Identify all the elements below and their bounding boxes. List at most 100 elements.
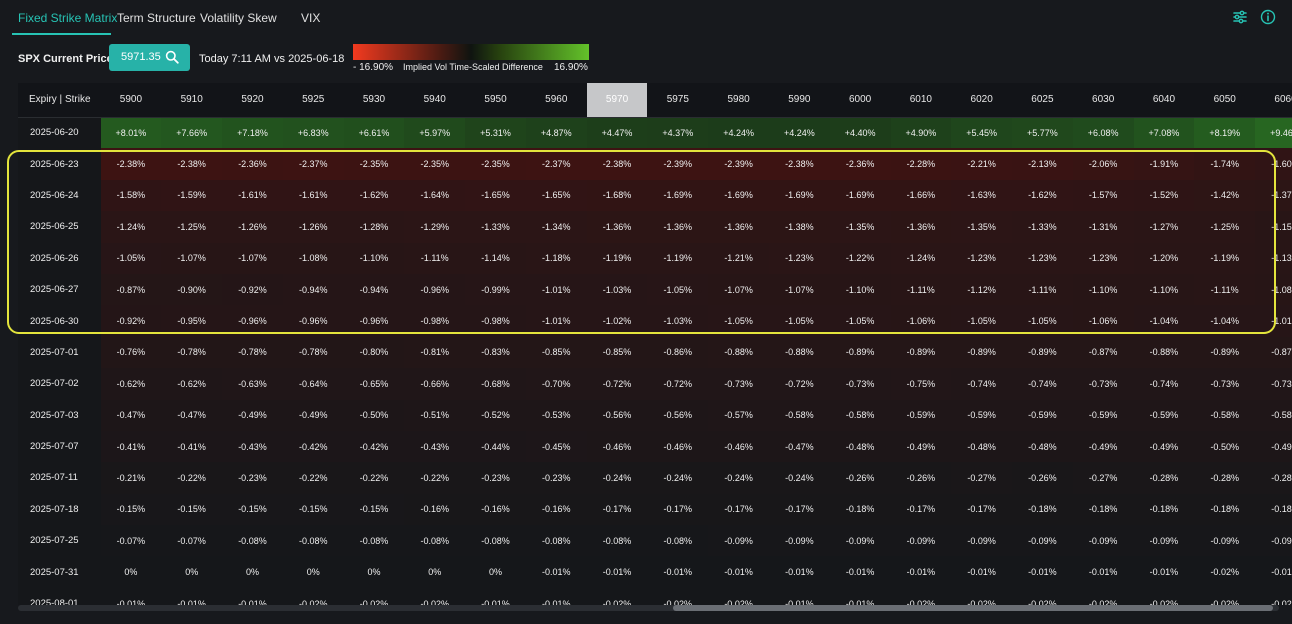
matrix-cell[interactable]: -1.07% xyxy=(222,242,283,274)
matrix-cell[interactable]: -1.10% xyxy=(1072,273,1134,306)
matrix-cell[interactable]: -0.46% xyxy=(586,430,648,463)
matrix-cell[interactable]: -0.15% xyxy=(222,493,283,526)
matrix-cell[interactable]: -0.02% xyxy=(1255,587,1292,605)
matrix-cell[interactable]: -0.27% xyxy=(1072,462,1134,494)
matrix-cell[interactable]: -2.35% xyxy=(465,148,526,180)
matrix-cell[interactable]: -0.89% xyxy=(1012,336,1073,369)
matrix-cell[interactable]: -0.24% xyxy=(647,462,709,494)
matrix-cell[interactable]: 0% xyxy=(161,556,223,588)
matrix-cell[interactable]: -0.01% xyxy=(1072,556,1134,588)
matrix-cell[interactable]: -1.01% xyxy=(525,273,587,306)
matrix-cell[interactable]: -1.64% xyxy=(404,179,466,212)
matrix-cell[interactable]: -0.01% xyxy=(647,556,709,588)
matrix-cell[interactable]: -1.08% xyxy=(282,242,344,274)
matrix-cell[interactable]: -0.72% xyxy=(647,368,709,400)
matrix-cell[interactable]: -0.18% xyxy=(1133,493,1195,526)
matrix-cell[interactable]: -0.02% xyxy=(343,587,405,605)
matrix-cell[interactable]: -1.23% xyxy=(1012,242,1073,274)
matrix-cell[interactable]: -0.53% xyxy=(525,399,587,431)
matrix-cell[interactable]: -0.15% xyxy=(343,493,405,526)
matrix-cell[interactable]: -1.14% xyxy=(465,242,526,274)
matrix-cell[interactable]: -2.13% xyxy=(1012,148,1073,180)
matrix-cell[interactable]: +5.97% xyxy=(404,117,466,149)
matrix-cell[interactable]: -0.08% xyxy=(465,525,526,557)
matrix-cell[interactable]: -1.69% xyxy=(829,179,891,212)
strike-header[interactable]: 6010 xyxy=(890,83,952,118)
matrix-cell[interactable]: -1.36% xyxy=(647,211,709,243)
matrix-cell[interactable]: +4.47% xyxy=(586,117,648,149)
matrix-table-container[interactable]: Expiry | Strike 5900 5910 5920 5925 5930 5940… xyxy=(18,83,1292,605)
matrix-cell[interactable]: 0% xyxy=(404,556,466,588)
matrix-cell[interactable]: -0.62% xyxy=(161,368,223,400)
matrix-cell[interactable]: -0.18% xyxy=(1072,493,1134,526)
strike-header[interactable]: 5940 xyxy=(404,83,466,118)
matrix-cell[interactable]: -0.24% xyxy=(708,462,769,494)
matrix-cell[interactable]: -0.22% xyxy=(161,462,223,494)
matrix-cell[interactable]: -0.44% xyxy=(465,430,526,463)
matrix-cell[interactable]: +5.31% xyxy=(465,117,526,149)
matrix-cell[interactable]: -0.87% xyxy=(1072,336,1134,369)
strike-header[interactable]: 6040 xyxy=(1133,83,1195,118)
matrix-cell[interactable]: -2.35% xyxy=(404,148,466,180)
matrix-cell[interactable]: -1.08% xyxy=(1255,273,1292,306)
matrix-cell[interactable]: -1.13% xyxy=(1255,242,1292,274)
strike-header[interactable]: 5980 xyxy=(708,83,769,118)
matrix-cell[interactable]: -0.15% xyxy=(100,493,162,526)
matrix-cell[interactable]: -0.87% xyxy=(1255,336,1292,369)
matrix-cell[interactable]: -1.07% xyxy=(708,273,769,306)
matrix-cell[interactable]: -0.46% xyxy=(708,430,769,463)
matrix-cell[interactable]: -0.26% xyxy=(890,462,952,494)
matrix-cell[interactable]: -1.66% xyxy=(890,179,952,212)
matrix-cell[interactable]: -1.04% xyxy=(1194,305,1256,337)
matrix-cell[interactable]: -0.49% xyxy=(890,430,952,463)
matrix-cell[interactable]: -0.01% xyxy=(708,556,769,588)
matrix-cell[interactable]: -0.48% xyxy=(829,430,891,463)
tab-term-structure[interactable]: Term Structure xyxy=(117,11,196,25)
matrix-cell[interactable]: -1.57% xyxy=(1072,179,1134,212)
matrix-cell[interactable]: -1.10% xyxy=(829,273,891,306)
matrix-cell[interactable]: -0.09% xyxy=(768,525,830,557)
matrix-cell[interactable]: -0.72% xyxy=(586,368,648,400)
matrix-cell[interactable]: -0.01% xyxy=(951,556,1013,588)
matrix-cell[interactable]: -0.08% xyxy=(647,525,709,557)
matrix-cell[interactable]: -0.26% xyxy=(829,462,891,494)
matrix-cell[interactable]: -1.61% xyxy=(222,179,283,212)
matrix-cell[interactable]: -1.25% xyxy=(161,211,223,243)
matrix-cell[interactable]: -0.92% xyxy=(222,273,283,306)
matrix-cell[interactable]: -0.27% xyxy=(951,462,1013,494)
matrix-cell[interactable]: -1.68% xyxy=(586,179,648,212)
matrix-cell[interactable]: -0.17% xyxy=(647,493,709,526)
matrix-cell[interactable]: -0.73% xyxy=(708,368,769,400)
scrollbar-thumb[interactable] xyxy=(673,605,1273,611)
matrix-cell[interactable]: -1.36% xyxy=(586,211,648,243)
matrix-cell[interactable]: -0.41% xyxy=(100,430,162,463)
matrix-cell[interactable]: -0.96% xyxy=(343,305,405,337)
matrix-cell[interactable]: -2.38% xyxy=(100,148,162,180)
matrix-cell[interactable]: 0% xyxy=(465,556,526,588)
matrix-cell[interactable]: -0.22% xyxy=(404,462,466,494)
matrix-cell[interactable]: -0.08% xyxy=(282,525,344,557)
matrix-cell[interactable]: -0.09% xyxy=(951,525,1013,557)
spx-price-button[interactable]: 5971.35 xyxy=(109,44,190,71)
matrix-cell[interactable]: -2.35% xyxy=(343,148,405,180)
strike-header[interactable]: 5920 xyxy=(222,83,283,118)
matrix-cell[interactable]: -0.02% xyxy=(1194,556,1256,588)
matrix-cell[interactable]: +6.83% xyxy=(282,117,344,149)
matrix-cell[interactable]: -1.91% xyxy=(1133,148,1195,180)
matrix-cell[interactable]: -0.09% xyxy=(1133,525,1195,557)
matrix-cell[interactable]: -1.06% xyxy=(1072,305,1134,337)
matrix-cell[interactable]: -0.59% xyxy=(1072,399,1134,431)
matrix-cell[interactable]: +4.90% xyxy=(890,117,952,149)
matrix-cell[interactable]: -0.83% xyxy=(465,336,526,369)
matrix-cell[interactable]: -0.95% xyxy=(161,305,223,337)
matrix-cell[interactable]: +4.24% xyxy=(708,117,769,149)
matrix-cell[interactable]: +4.87% xyxy=(525,117,587,149)
matrix-cell[interactable]: -0.58% xyxy=(1255,399,1292,431)
matrix-cell[interactable]: -0.43% xyxy=(222,430,283,463)
strike-header[interactable]: 5970 xyxy=(586,83,648,118)
matrix-cell[interactable]: -0.16% xyxy=(404,493,466,526)
matrix-cell[interactable]: -0.18% xyxy=(1255,493,1292,526)
matrix-cell[interactable]: -0.01% xyxy=(525,556,587,588)
matrix-cell[interactable]: -0.50% xyxy=(1194,430,1256,463)
matrix-cell[interactable]: -0.07% xyxy=(100,525,162,557)
